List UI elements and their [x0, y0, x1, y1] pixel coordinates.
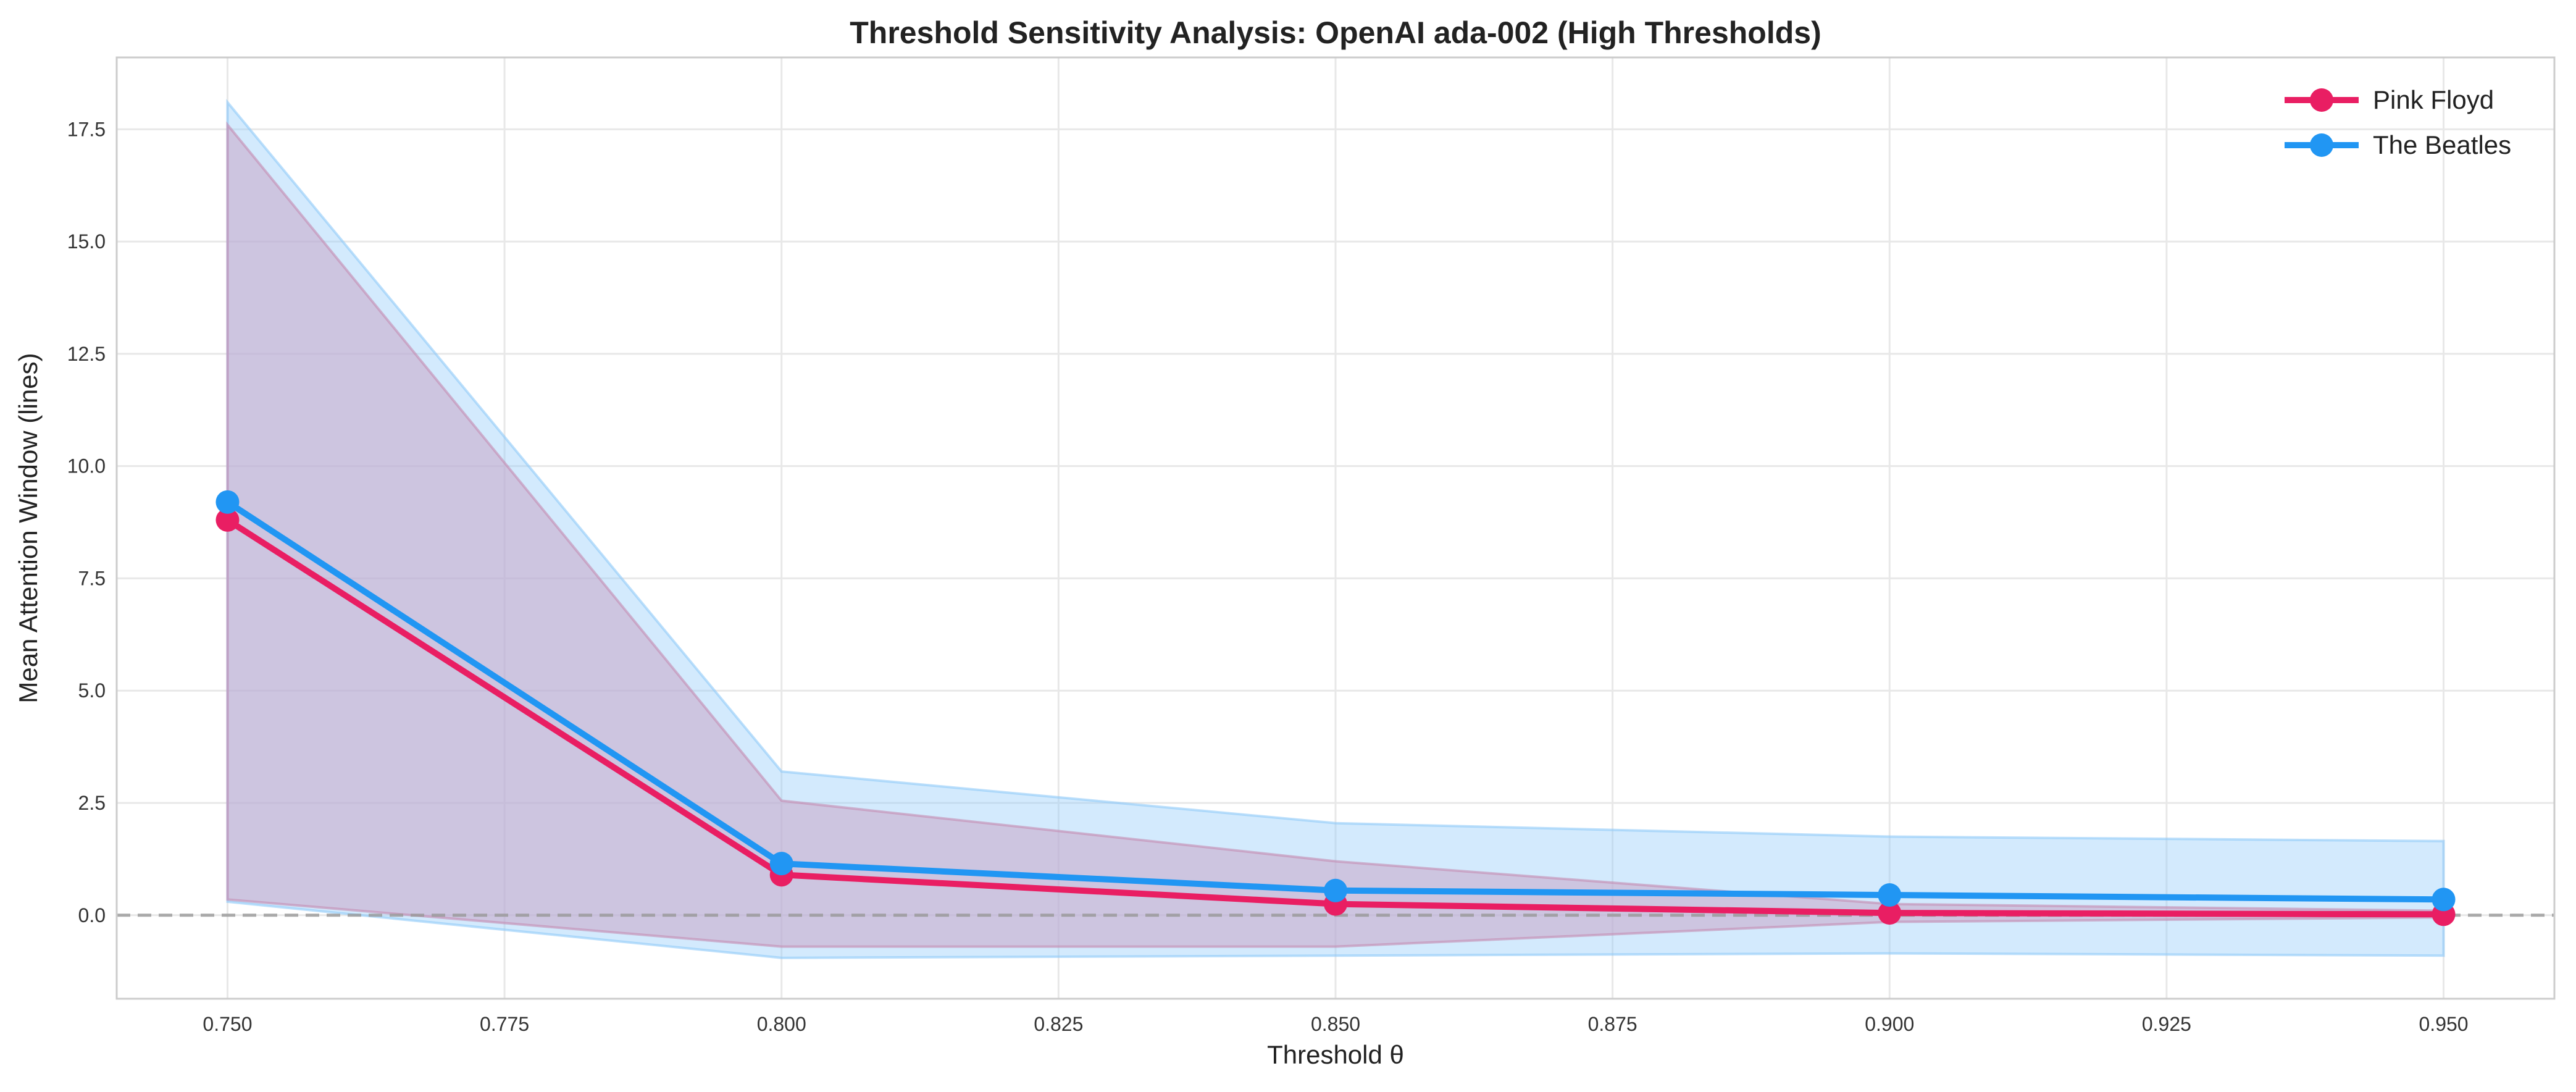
y-axis-label: Mean Attention Window (lines) [14, 353, 43, 703]
x-tick-label: 0.775 [480, 1013, 529, 1035]
data-point-pink-floyd [1878, 901, 1902, 925]
data-point-the-beatles [1324, 878, 1347, 902]
x-tick-label: 0.750 [203, 1013, 252, 1035]
x-tick-label: 0.950 [2419, 1013, 2469, 1035]
x-tick-label: 0.850 [1311, 1013, 1360, 1035]
plot-frame [115, 56, 2556, 1000]
x-tick-label: 0.925 [2142, 1013, 2191, 1035]
y-tick-label: 17.5 [67, 118, 106, 140]
data-point-the-beatles [2432, 888, 2456, 912]
data-point-the-beatles [1878, 883, 1902, 907]
legend-marker [2310, 88, 2333, 112]
x-tick-label: 0.900 [1865, 1013, 1914, 1035]
y-tick-label: 2.5 [78, 792, 106, 814]
legend-label: The Beatles [2373, 130, 2511, 159]
y-tick-label: 5.0 [78, 679, 106, 702]
x-tick-label: 0.825 [1034, 1013, 1083, 1035]
data-point-the-beatles [769, 852, 793, 876]
x-tick-label: 0.800 [757, 1013, 806, 1035]
data-point-the-beatles [215, 490, 240, 514]
series-lines [215, 490, 2456, 926]
data-point-pink-floyd [215, 508, 240, 532]
legend-label: Pink Floyd [2373, 85, 2494, 114]
legend: Pink Floyd The Beatles [2285, 85, 2511, 159]
x-axis-label: Threshold θ [1267, 1040, 1404, 1069]
y-tick-label: 10.0 [67, 455, 106, 477]
y-tick-label: 15.0 [67, 230, 106, 253]
x-tick-label: 0.875 [1588, 1013, 1637, 1035]
y-tick-label: 12.5 [67, 343, 106, 365]
legend-marker [2310, 133, 2333, 157]
y-tick-label: 0.0 [78, 904, 106, 926]
tick-labels: 0.750 0.775 0.800 0.825 0.850 0.875 0.900 0.925… [67, 118, 2469, 1035]
chart-title: Threshold Sensitivity Analysis: OpenAI a… [850, 15, 1821, 50]
y-tick-label: 7.5 [78, 567, 106, 589]
